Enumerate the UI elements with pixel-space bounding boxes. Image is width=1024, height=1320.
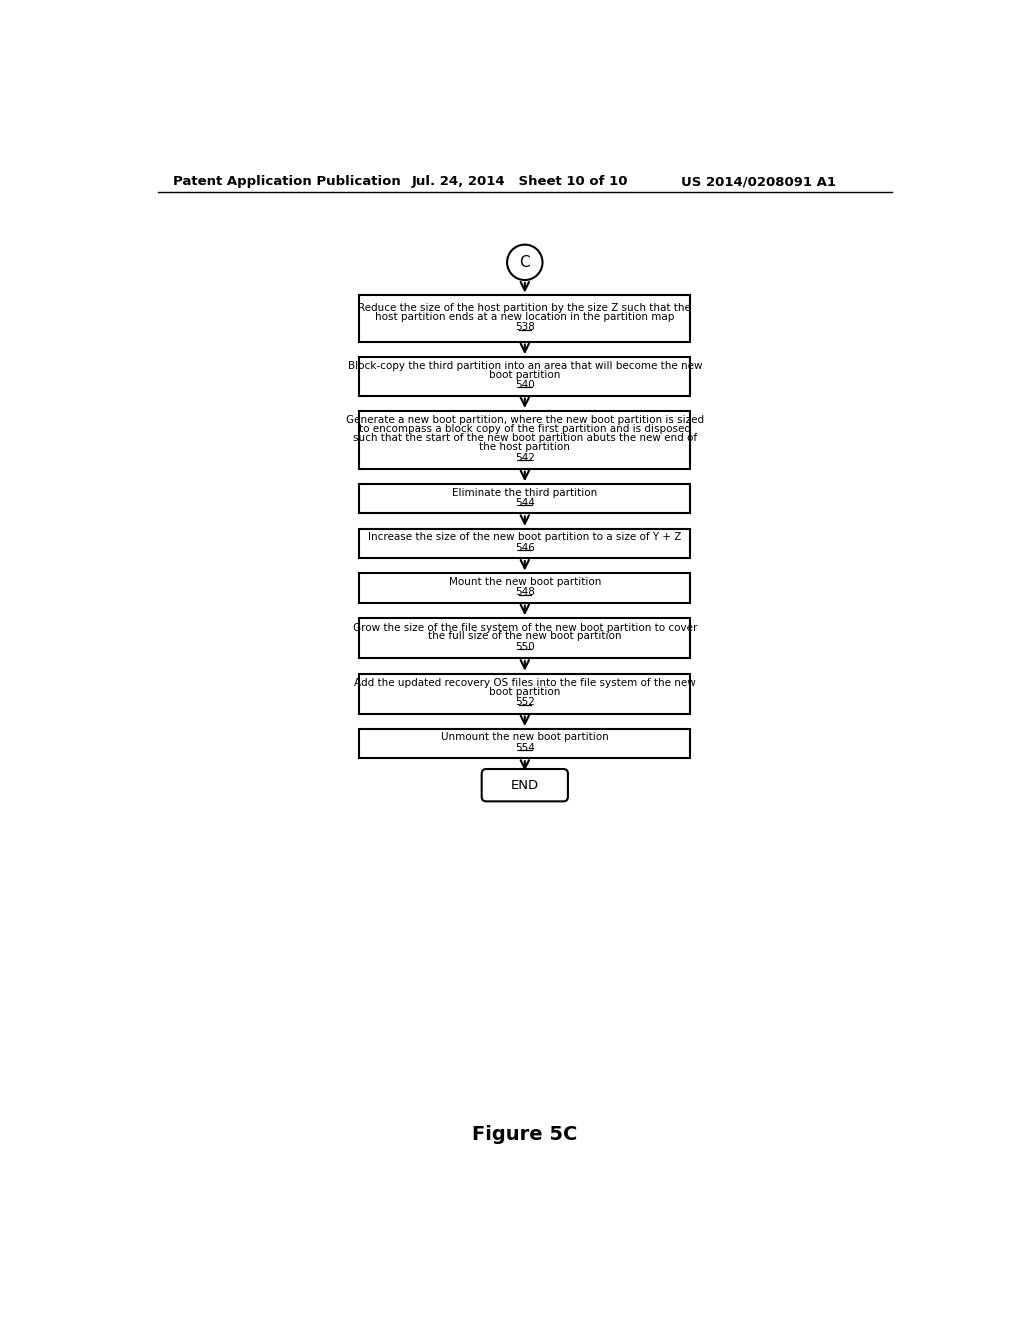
Text: US 2014/0208091 A1: US 2014/0208091 A1 (681, 176, 837, 189)
Text: Add the updated recovery OS files into the file system of the new: Add the updated recovery OS files into t… (354, 678, 695, 688)
Bar (359, 729, 690, 758)
Bar (359, 673, 690, 714)
Text: Patent Application Publication: Patent Application Publication (173, 176, 400, 189)
Text: 546: 546 (515, 543, 535, 553)
Bar (359, 358, 690, 396)
Bar (359, 296, 690, 342)
Text: to encompass a block copy of the first partition and is disposed: to encompass a block copy of the first p… (358, 424, 691, 434)
Text: Eliminate the third partition: Eliminate the third partition (453, 487, 597, 498)
Bar (359, 573, 690, 603)
Text: Reduce the size of the host partition by the size Z such that the: Reduce the size of the host partition by… (358, 304, 691, 313)
Text: 538: 538 (515, 322, 535, 333)
Text: 548: 548 (515, 587, 535, 598)
Text: Mount the new boot partition: Mount the new boot partition (449, 577, 601, 587)
Bar (359, 484, 690, 513)
Text: 542: 542 (515, 453, 535, 462)
Text: 552: 552 (515, 697, 535, 708)
Text: Block-copy the third partition into an area that will become the new: Block-copy the third partition into an a… (347, 360, 702, 371)
Text: END: END (511, 779, 539, 792)
Text: Figure 5C: Figure 5C (472, 1125, 578, 1144)
Text: the full size of the new boot partition: the full size of the new boot partition (428, 631, 622, 642)
Text: 550: 550 (515, 642, 535, 652)
Text: C: C (519, 255, 530, 269)
Bar (359, 529, 690, 558)
Bar (359, 411, 690, 469)
Text: 540: 540 (515, 380, 535, 391)
Text: 544: 544 (515, 498, 535, 508)
Text: boot partition: boot partition (489, 370, 560, 380)
Text: the host partition: the host partition (479, 442, 570, 451)
Bar (359, 618, 690, 659)
Text: such that the start of the new boot partition abuts the new end of: such that the start of the new boot part… (352, 433, 697, 444)
Text: Increase the size of the new boot partition to a size of Y + Z: Increase the size of the new boot partit… (368, 532, 682, 543)
Text: 554: 554 (515, 743, 535, 752)
FancyBboxPatch shape (481, 770, 568, 801)
Text: host partition ends at a new location in the partition map: host partition ends at a new location in… (375, 312, 675, 322)
Text: Unmount the new boot partition: Unmount the new boot partition (441, 733, 608, 742)
Text: Jul. 24, 2014   Sheet 10 of 10: Jul. 24, 2014 Sheet 10 of 10 (412, 176, 628, 189)
Text: Grow the size of the file system of the new boot partition to cover: Grow the size of the file system of the … (352, 623, 697, 632)
Text: Generate a new boot partition, where the new boot partition is sized: Generate a new boot partition, where the… (346, 416, 703, 425)
Text: boot partition: boot partition (489, 686, 560, 697)
